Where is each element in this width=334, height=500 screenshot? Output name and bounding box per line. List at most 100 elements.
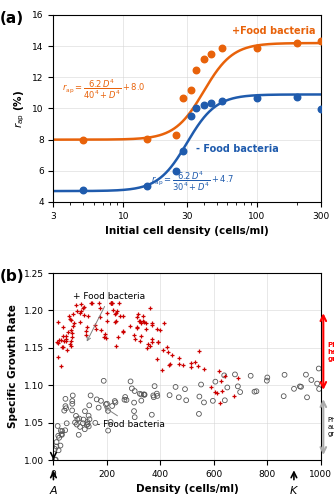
Point xyxy=(176,394,181,402)
Point xyxy=(110,402,115,410)
Point xyxy=(193,104,199,112)
Text: + Food bacteria: + Food bacteria xyxy=(73,292,146,341)
Point xyxy=(62,426,68,434)
Point xyxy=(59,430,64,438)
Point xyxy=(58,426,63,434)
Point xyxy=(73,301,78,309)
Point xyxy=(145,344,150,352)
Point xyxy=(70,400,75,408)
Point xyxy=(161,320,166,328)
Point xyxy=(87,402,92,409)
Point xyxy=(131,407,137,415)
Point xyxy=(55,318,60,326)
Point xyxy=(213,378,218,386)
Point xyxy=(67,314,73,322)
Point xyxy=(137,318,142,326)
Point xyxy=(84,328,89,336)
Point xyxy=(86,412,91,420)
Point xyxy=(201,54,206,62)
Text: +Food bacteria: +Food bacteria xyxy=(232,26,315,36)
Point xyxy=(201,365,207,373)
Point xyxy=(111,306,116,314)
Point xyxy=(70,392,75,400)
Point xyxy=(222,372,228,380)
Point xyxy=(149,319,155,327)
Text: $K$: $K$ xyxy=(289,484,299,496)
Point xyxy=(254,44,260,52)
Point xyxy=(56,434,62,442)
Point xyxy=(174,167,179,175)
Point xyxy=(149,410,155,418)
Point xyxy=(82,425,88,433)
Point xyxy=(83,331,89,339)
Point xyxy=(291,385,297,393)
Point xyxy=(81,304,86,312)
Point xyxy=(114,309,119,317)
Point xyxy=(105,308,110,316)
Point xyxy=(318,38,323,46)
Point xyxy=(54,338,59,346)
Point xyxy=(188,360,193,368)
Point xyxy=(64,346,69,354)
Point xyxy=(192,358,198,366)
Point xyxy=(70,329,75,337)
Point xyxy=(139,390,144,398)
Point xyxy=(137,390,143,398)
Point xyxy=(94,396,100,404)
Point xyxy=(61,338,67,345)
Point xyxy=(75,415,80,423)
Point xyxy=(63,395,68,403)
Point xyxy=(77,423,83,431)
Point xyxy=(77,309,82,317)
Point xyxy=(118,312,123,320)
Point xyxy=(98,397,104,405)
Point xyxy=(254,388,259,396)
Point xyxy=(309,376,314,384)
Point xyxy=(71,320,77,328)
Point xyxy=(85,420,91,428)
Point xyxy=(298,383,304,391)
Point xyxy=(145,340,150,348)
Point xyxy=(219,44,225,52)
Point xyxy=(219,98,225,106)
Point xyxy=(104,400,110,407)
Point xyxy=(144,182,150,190)
Point xyxy=(165,344,170,351)
Point xyxy=(137,336,143,344)
Point xyxy=(74,420,79,428)
Point xyxy=(85,322,90,330)
Point xyxy=(93,419,98,427)
Point xyxy=(110,300,115,308)
Point xyxy=(221,372,227,380)
Point xyxy=(141,390,147,398)
Point xyxy=(140,312,145,320)
Point xyxy=(143,326,149,334)
Text: (b): (b) xyxy=(0,270,25,284)
Point xyxy=(222,396,227,404)
Point xyxy=(120,327,126,335)
Point xyxy=(122,396,127,404)
Point xyxy=(183,396,189,404)
Point xyxy=(55,422,60,430)
Point xyxy=(78,318,83,326)
Point xyxy=(76,431,81,439)
Point xyxy=(132,330,137,338)
Point xyxy=(155,324,160,332)
Point xyxy=(188,86,193,94)
Y-axis label: $r_{\mathrm{ap}}$ (%): $r_{\mathrm{ap}}$ (%) xyxy=(12,90,27,128)
Point xyxy=(167,360,173,368)
Point xyxy=(176,354,181,362)
Point xyxy=(113,318,118,326)
Point xyxy=(193,66,199,74)
Point xyxy=(208,50,213,58)
Point xyxy=(142,390,147,398)
Point xyxy=(225,384,230,392)
Point xyxy=(66,312,72,320)
Point xyxy=(69,333,74,341)
Point xyxy=(314,380,320,388)
Point xyxy=(78,300,84,308)
Point xyxy=(136,316,142,324)
Point xyxy=(156,338,161,345)
Point xyxy=(80,419,86,427)
Point xyxy=(132,336,137,344)
